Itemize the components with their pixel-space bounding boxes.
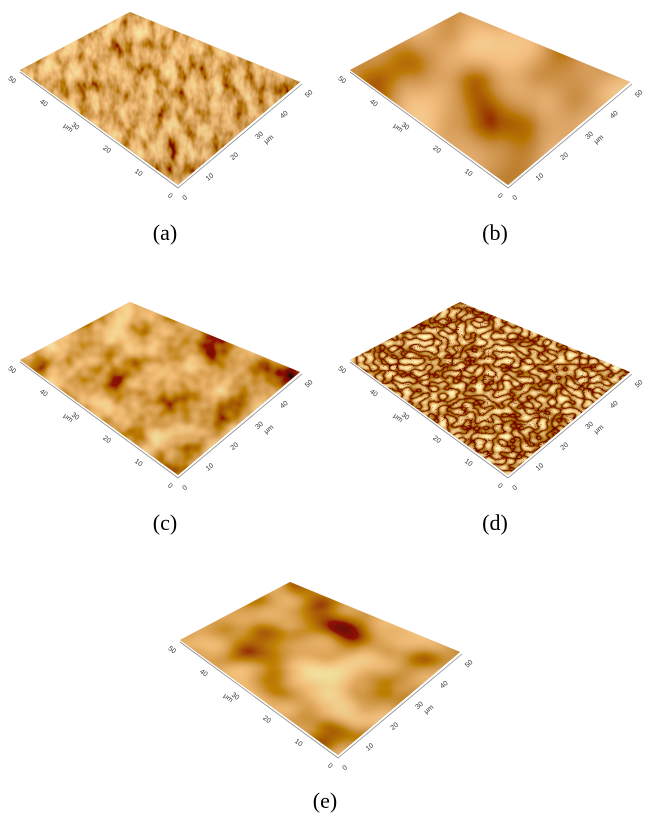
axis-tick-label: 20 [390, 721, 401, 731]
panel-caption: (d) [482, 510, 508, 535]
axis-tick-label: 0 [496, 192, 503, 200]
axis-tick-label: 40 [198, 668, 209, 678]
surface-texture [0, 290, 320, 490]
axis-tick-label: 20 [101, 145, 112, 155]
surface-texture [160, 570, 480, 770]
axis-tick-label: 50 [7, 75, 18, 85]
axis-tick-label: 50 [304, 379, 315, 389]
axis-tick-label: 10 [133, 168, 144, 178]
axis-tick-label: 10 [463, 458, 474, 468]
axis-unit: μm [263, 424, 275, 436]
panel-caption: (a) [153, 220, 177, 245]
axis-tick-label: 40 [609, 400, 620, 410]
axis-unit: μm [423, 704, 435, 716]
axis-tick-label: 40 [368, 388, 379, 398]
axis-tick-label: 0 [326, 762, 333, 770]
axis-tick-label: 10 [205, 172, 216, 182]
axis-tick-label: 10 [205, 462, 216, 472]
axis-tick-label: 40 [439, 680, 450, 690]
axis-tick-label: 0 [166, 192, 173, 200]
axis-tick-label: 10 [463, 168, 474, 178]
axis-tick-label: 40 [368, 98, 379, 108]
axis-tick-label: 0 [511, 194, 519, 202]
axis-tick-label: 40 [38, 388, 49, 398]
axis-tick-label: 20 [261, 715, 272, 725]
axis-tick-label: 50 [304, 89, 315, 99]
axis-tick-label: 50 [167, 645, 178, 655]
axis-tick-label: 50 [337, 75, 348, 85]
axis-tick-label: 40 [279, 400, 290, 410]
surface-texture [330, 290, 650, 490]
panel-caption: (c) [153, 510, 177, 535]
panel-caption: (b) [482, 220, 508, 245]
axis-tick-label: 40 [279, 110, 290, 120]
axis-tick-label: 0 [496, 482, 503, 490]
axis-tick-label: 10 [293, 738, 304, 748]
axis-tick-label: 50 [634, 379, 645, 389]
axis-tick-label: 20 [230, 441, 241, 451]
axis-tick-label: 40 [609, 110, 620, 120]
axis-unit: μm [263, 134, 275, 146]
axis-tick-label: 20 [431, 145, 442, 155]
axis-tick-label: 0 [341, 764, 349, 772]
figure: 01020304050μm01020304050μm(a)01020304050… [0, 0, 650, 816]
axis-unit: μm [593, 424, 605, 436]
axis-tick-label: 20 [101, 435, 112, 445]
axis-tick-label: 20 [431, 435, 442, 445]
panel-caption: (e) [313, 788, 337, 813]
axis-tick-label: 20 [230, 151, 241, 161]
axis-tick-label: 20 [560, 441, 571, 451]
axis-tick-label: 10 [133, 458, 144, 468]
axis-tick-label: 50 [634, 89, 645, 99]
axis-tick-label: 50 [7, 365, 18, 375]
axis-tick-label: 0 [166, 482, 173, 490]
axis-tick-label: 10 [535, 462, 546, 472]
axis-tick-label: 0 [181, 484, 189, 492]
surface-texture [0, 0, 320, 200]
surface-texture [330, 0, 650, 200]
axis-unit: μm [593, 134, 605, 146]
axis-tick-label: 0 [181, 194, 189, 202]
axis-tick-label: 20 [560, 151, 571, 161]
axis-tick-label: 10 [535, 172, 546, 182]
axis-tick-label: 50 [337, 365, 348, 375]
axis-tick-label: 40 [38, 98, 49, 108]
axis-tick-label: 50 [464, 659, 475, 669]
axis-tick-label: 0 [511, 484, 519, 492]
axis-tick-label: 10 [365, 742, 376, 752]
